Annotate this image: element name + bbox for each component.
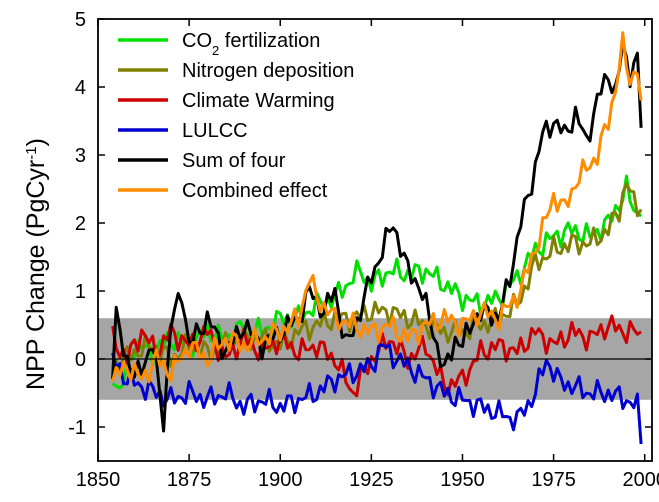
x-tick-label: 1875: [167, 469, 212, 491]
y-tick-label: 1: [75, 281, 86, 303]
legend-label: Combined effect: [182, 180, 328, 202]
y-axis-title-sup: -1: [23, 146, 40, 159]
y-tick-label: 4: [75, 77, 86, 99]
series-line: [111, 42, 643, 433]
legend-label: Sum of four: [182, 150, 286, 172]
legend-label: Climate Warming: [182, 90, 335, 112]
x-tick-label: 1850: [76, 469, 121, 491]
plot-frame: [97, 18, 653, 462]
y-tick-label: -1: [68, 417, 86, 439]
x-tick-label: 1900: [258, 469, 303, 491]
legend-label: CO2 fertilization: [182, 30, 320, 58]
x-tick-label: 2000: [622, 469, 659, 491]
y-axis-title: NPP Change (PgCyr-1): [22, 138, 50, 390]
x-tick-label: 1975: [531, 469, 576, 491]
x-axis: 1850 1875 1900 1925 1950 1975 2000: [76, 19, 659, 491]
y-tick-label: 5: [75, 9, 86, 31]
x-tick-label: 1950: [440, 469, 485, 491]
y-axis: -1 0 1 2 3 4 5: [68, 9, 652, 439]
y-tick-label: 3: [75, 145, 86, 167]
series-line: [111, 31, 643, 384]
legend-label: Nitrogen deposition: [182, 60, 354, 82]
legend-label: LULCC: [182, 120, 248, 142]
y-tick-label: 2: [75, 213, 86, 235]
y-axis-title-main: NPP Change (PgCyr: [22, 160, 50, 390]
y-tick-label: 0: [75, 349, 86, 371]
x-tick-label: 1925: [349, 469, 394, 491]
y-axis-title-close: ): [22, 138, 50, 146]
